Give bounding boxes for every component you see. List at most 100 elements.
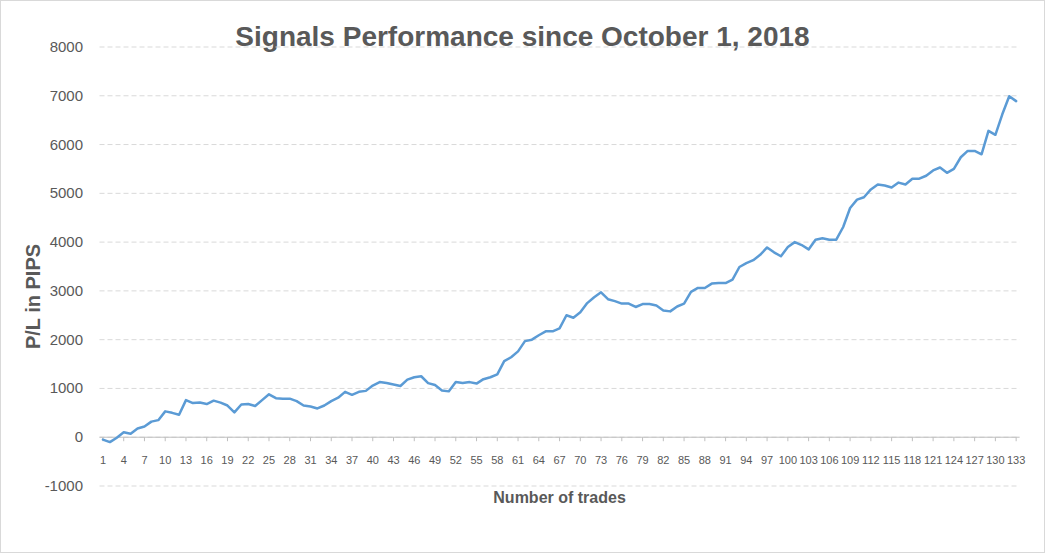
x-tick [767,437,768,441]
x-tick [227,437,228,441]
x-tick-label: 94 [740,454,752,466]
x-tick [912,437,913,441]
x-tick-label: 88 [699,454,711,466]
x-tick [248,437,249,441]
grid-line [100,388,1020,389]
x-tick-label: 25 [263,454,275,466]
x-tick [704,437,705,441]
x-tick [144,437,145,441]
x-tick [123,437,124,441]
x-tick-label: 130 [986,454,1004,466]
x-tick-label: 73 [595,454,607,466]
x-tick-label: 115 [883,454,901,466]
y-tick-label: 7000 [50,87,83,104]
x-tick-label: 10 [159,454,171,466]
x-tick-label: 1 [100,454,106,466]
x-axis-title: Number of trades [493,489,626,506]
x-tick-label: 112 [862,454,880,466]
x-tick [268,437,269,441]
x-tick [1016,437,1017,441]
x-tick [580,437,581,441]
x-tick-label: 118 [904,454,922,466]
x-tick-label: 97 [761,454,773,466]
x-tick [352,437,353,441]
x-tick-label: 4 [121,454,127,466]
y-tick-label: 0 [75,428,83,445]
x-tick [953,437,954,441]
x-tick [601,437,602,441]
x-tick [414,437,415,441]
x-tick-label: 16 [201,454,213,466]
x-tick [393,437,394,441]
x-tick [787,437,788,441]
grid-line [100,95,1020,96]
y-tick-label: 4000 [50,233,83,250]
x-tick [559,437,560,441]
x-tick-label: 49 [429,454,441,466]
y-tick-label: 6000 [50,136,83,153]
x-tick [621,437,622,441]
x-tick-label: 70 [574,454,586,466]
x-tick [746,437,747,441]
x-tick [974,437,975,441]
x-tick-label: 64 [533,454,545,466]
y-axis-title: P/L in PIPS [22,244,44,349]
x-tick [933,437,934,441]
x-tick-label: 58 [491,454,503,466]
x-tick-label: 31 [304,454,316,466]
x-tick-label: 82 [657,454,669,466]
title: Signals Performance since October 1, 201… [235,21,809,52]
x-tick [642,437,643,441]
x-tick-label: 127 [965,454,983,466]
grid-line [100,339,1020,340]
x-tick-label: 52 [450,454,462,466]
x-tick [829,437,830,441]
data-line [103,96,1016,442]
grid-line [100,290,1020,291]
x-tick [497,437,498,441]
x-tick [185,437,186,441]
x-tick [476,437,477,441]
x-tick-label: 106 [820,454,838,466]
x-tick-label: 103 [799,454,817,466]
x-tick [206,437,207,441]
x-tick-label: 91 [719,454,731,466]
x-tick-label: 43 [387,454,399,466]
chart: Signals Performance since October 1, 201… [0,0,1045,553]
x-tick-label: 85 [678,454,690,466]
x-tick [663,437,664,441]
grid-line [100,486,1020,487]
plot-area [103,96,1016,442]
x-tick-label: 55 [470,454,482,466]
x-tick-label: 67 [553,454,565,466]
y-tick-label: 5000 [50,184,83,201]
x-tick [995,437,996,441]
x-tick [331,437,332,441]
x-tick [891,437,892,441]
x-tick [725,437,726,441]
x-tick-label: 34 [325,454,337,466]
x-tick-label: 40 [367,454,379,466]
x-tick-label: 109 [841,454,859,466]
chart-border [1,1,1045,553]
x-tick-label: 76 [616,454,628,466]
grid-line [100,242,1020,243]
y-tick-label: 2000 [50,331,83,348]
y-tick-label: 8000 [50,38,83,55]
x-tick [684,437,685,441]
grid-line [100,47,1020,48]
x-tick [372,437,373,441]
x-tick [289,437,290,441]
y-tick-label: -1000 [45,477,83,494]
x-tick-label: 37 [346,454,358,466]
x-tick-label: 13 [180,454,192,466]
x-tick-label: 124 [945,454,963,466]
x-tick-label: 79 [636,454,648,466]
x-tick [310,437,311,441]
y-tick-label: 1000 [50,379,83,396]
x-tick-label: 100 [779,454,797,466]
x-tick-label: 121 [924,454,942,466]
x-tick-label: 133 [1007,454,1025,466]
x-tick [435,437,436,441]
x-tick-label: 19 [221,454,233,466]
